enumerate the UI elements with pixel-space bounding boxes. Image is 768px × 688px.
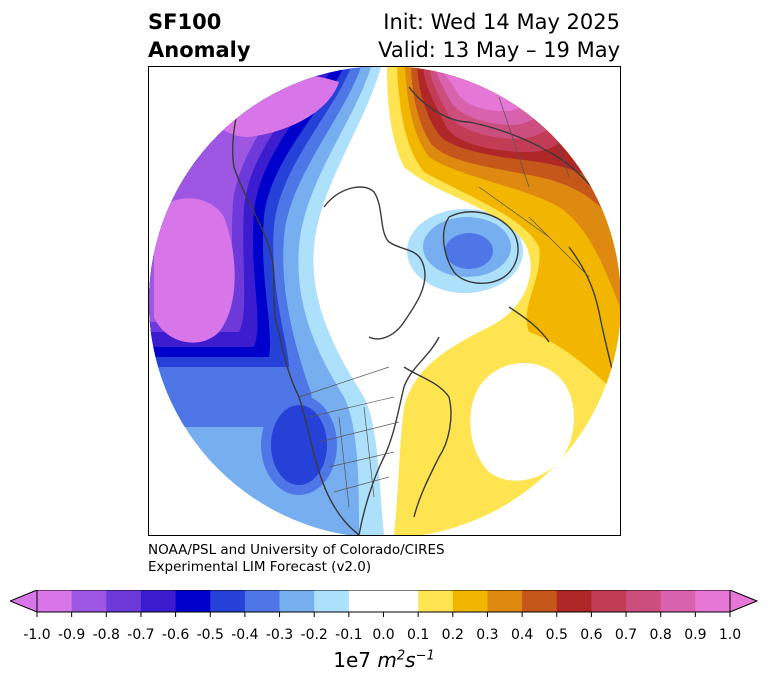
- colorbar-cell: [244, 590, 281, 612]
- units-s: s: [405, 648, 416, 672]
- colorbar-tick-label: -0.6: [161, 627, 190, 643]
- colorbar-cell: [71, 590, 107, 612]
- colorbar-cell: [591, 590, 627, 612]
- colorbar-cell: [106, 590, 142, 612]
- colorbar-tick-label: -0.2: [300, 627, 328, 643]
- colorbar-tick-label: 0.3: [476, 627, 499, 643]
- colorbar-under-arrow: [10, 590, 38, 613]
- data-credit: NOAA/PSL and University of Colorado/CIRE…: [148, 542, 445, 576]
- colorbar-tick-label: 0.0: [372, 627, 395, 643]
- colorbar-tick-label: 0.6: [580, 627, 603, 643]
- credit-line-2: Experimental LIM Forecast (v2.0): [148, 559, 372, 575]
- colorbar-tick-label: -0.5: [196, 627, 224, 643]
- colorbar-cell: [210, 590, 246, 612]
- forecast-dates: Init: Wed 14 May 2025 Valid: 13 May – 19…: [378, 8, 620, 64]
- units-s-exponent: −1: [415, 648, 435, 664]
- colorbar-cell: [348, 590, 384, 612]
- colorbar-tick-label: -0.4: [231, 627, 259, 643]
- colorbar-tick-label: 0.9: [684, 627, 707, 643]
- colorbar-tick-label: -0.1: [335, 627, 363, 643]
- units-m-exponent: 2: [396, 648, 406, 664]
- plot-title: SF100 Anomaly: [148, 8, 251, 64]
- colorbar-cell: [37, 590, 73, 612]
- credit-line-1: NOAA/PSL and University of Colorado/CIRE…: [148, 542, 445, 558]
- title-type: Anomaly: [148, 38, 251, 62]
- colorbar-tick-label: 0.4: [510, 627, 534, 643]
- colorbar-tick-label: 0.1: [407, 627, 430, 643]
- colorbar-tick-label: -1.0: [23, 627, 51, 643]
- colorbar-cell: [695, 590, 731, 612]
- valid-range: Valid: 13 May – 19 May: [378, 38, 620, 62]
- colorbar-over-arrow: [729, 590, 758, 613]
- colorbar-cell: [660, 590, 696, 612]
- colorbar-cell: [626, 590, 662, 612]
- colorbar-tick-label: 0.5: [545, 627, 568, 643]
- colorbar: [10, 590, 758, 617]
- colorbar-units: 1e7 m2s−1: [0, 648, 768, 672]
- colorbar-tick-label: -0.3: [265, 627, 294, 643]
- colorbar-cell: [140, 590, 177, 612]
- colorbar-cell: [452, 590, 488, 612]
- colorbar-tick-label: 1.0: [718, 627, 742, 643]
- political-borders: [298, 86, 595, 508]
- units-m: m: [377, 648, 397, 672]
- polar-map: [148, 66, 621, 536]
- negative-core-west: [154, 198, 235, 343]
- colorbar-cell: [279, 590, 315, 612]
- anomaly-field: [149, 67, 620, 535]
- colorbar-cell: [418, 590, 454, 612]
- init-date: Init: Wed 14 May 2025: [383, 10, 620, 34]
- units-scale: 1e7: [333, 648, 378, 672]
- colorbar-cell: [314, 590, 350, 612]
- coastlines: [231, 76, 615, 535]
- colorbar-cell: [556, 590, 592, 612]
- colorbar-tick-label: 0.7: [614, 627, 638, 643]
- colorbar-cell: [175, 590, 211, 612]
- colorbar-cell: [522, 590, 558, 612]
- colorbar-tick-label: 0.8: [649, 627, 672, 643]
- colorbar-tick-label: 0.2: [441, 627, 464, 643]
- colorbar-cell: [383, 590, 419, 612]
- colorbar-tick-label: -0.9: [57, 627, 86, 643]
- colorbar-tick-label: -0.7: [127, 627, 155, 643]
- colorbar-tick-label: -0.8: [92, 627, 120, 643]
- colorbar-cell: [487, 590, 523, 612]
- title-variable: SF100: [148, 10, 222, 34]
- atlantic-neutral-region: [470, 363, 574, 481]
